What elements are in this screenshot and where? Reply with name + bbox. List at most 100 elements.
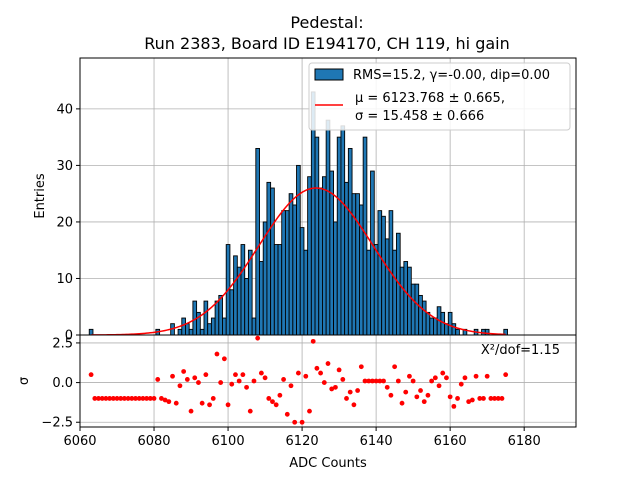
histogram-bar — [318, 187, 323, 336]
x-tick-label: 6100 — [212, 434, 245, 449]
residual-point — [110, 396, 116, 401]
residual-point — [310, 338, 316, 344]
residual-point — [473, 373, 479, 379]
histogram-bar — [325, 119, 331, 336]
residual-point — [407, 373, 412, 379]
residual-point — [336, 367, 342, 373]
residual-point — [173, 400, 179, 406]
residual-point — [466, 399, 472, 405]
residual-point — [444, 375, 449, 381]
histogram-bar — [403, 261, 409, 336]
residual-point — [395, 378, 401, 384]
residual-point — [288, 383, 294, 389]
residual-point — [325, 361, 331, 366]
residual-point — [358, 364, 364, 370]
residual-point — [495, 396, 501, 401]
residual-plot-area — [80, 335, 576, 427]
histogram-bar — [210, 317, 216, 336]
residual-point — [347, 389, 353, 395]
histogram-bar — [425, 311, 431, 336]
residual-point — [340, 377, 346, 382]
residual-point — [125, 396, 131, 401]
histogram-bar — [188, 328, 194, 336]
residual-point — [488, 396, 494, 401]
residual-point — [240, 372, 246, 378]
histogram-bar — [455, 328, 460, 336]
residual-point — [492, 396, 497, 401]
residual-point — [251, 378, 257, 384]
chart-title-line1: Pedestal: — [290, 13, 363, 32]
residual-point — [333, 384, 338, 390]
residual-point — [229, 381, 235, 387]
residual-y-ticks: −2.5 0.0 2.5 — [41, 336, 80, 431]
histogram-bar — [284, 210, 290, 336]
residual-point — [159, 396, 164, 401]
residual-point — [203, 372, 209, 378]
histogram-bar — [321, 176, 327, 336]
histogram-bar — [384, 238, 390, 336]
x-tick-label: 6060 — [63, 434, 96, 449]
residual-point — [344, 396, 349, 401]
residual-point — [436, 383, 442, 389]
residual-point — [403, 389, 409, 395]
residual-point — [188, 408, 194, 414]
residual-point — [351, 402, 357, 408]
histogram-bar — [266, 181, 272, 336]
histogram-bar — [255, 147, 260, 336]
histogram-bar — [229, 289, 235, 336]
residual-point — [199, 400, 205, 406]
x-tick-label: 6180 — [508, 434, 541, 449]
residual-point — [421, 399, 427, 405]
histogram-bar — [233, 255, 238, 336]
histogram-bar — [273, 244, 279, 336]
residual-point — [425, 392, 431, 398]
residual-point — [429, 378, 435, 384]
residual-point — [140, 396, 146, 401]
residual-point — [255, 335, 261, 341]
residual-point — [399, 400, 405, 406]
residual-panel: −2.50.02.5 6060 6080 6100 6120 6140 6160 6180 … — [17, 335, 576, 471]
residual-y-axis-label: σ — [17, 377, 32, 385]
residual-point — [88, 372, 94, 378]
residual-y-tick-label: −2.5 — [41, 416, 73, 431]
residual-point — [392, 364, 398, 370]
histogram-bar — [203, 300, 209, 336]
residual-point — [277, 392, 283, 398]
residual-point — [292, 419, 298, 425]
residual-point — [136, 396, 142, 401]
residual-point — [196, 380, 201, 385]
residual-point — [214, 351, 220, 357]
residual-point — [499, 396, 505, 401]
histogram-bar — [307, 176, 312, 336]
histogram-bar — [244, 278, 249, 336]
residual-point — [273, 402, 279, 408]
residual-point — [318, 370, 323, 376]
histogram-bar — [355, 193, 360, 336]
residual-point — [469, 397, 475, 403]
histogram-y-axis-label: Entries — [33, 173, 48, 219]
histogram-bar — [418, 294, 423, 336]
histogram-bar — [88, 328, 94, 336]
residual-point — [314, 365, 320, 371]
histogram-bar — [373, 244, 379, 336]
residual-point — [432, 375, 438, 381]
residual-point — [262, 375, 268, 381]
residual-point — [295, 370, 301, 376]
residual-point — [129, 396, 135, 401]
x-tick-label: 6140 — [360, 434, 393, 449]
histogram-bar — [392, 249, 397, 336]
residual-y-tick-label: 0.0 — [52, 376, 73, 391]
histogram-bar — [259, 261, 264, 336]
residual-frame — [79, 334, 577, 428]
residual-point — [122, 396, 127, 401]
residual-point — [329, 386, 335, 392]
residual-point — [484, 373, 490, 379]
residual-point — [103, 396, 109, 401]
histogram-bar — [407, 266, 412, 336]
histogram-bar — [177, 328, 183, 336]
histogram-bar — [303, 249, 309, 336]
histogram-bar — [366, 249, 372, 336]
residual-point — [147, 396, 153, 401]
residual-point — [233, 372, 238, 378]
